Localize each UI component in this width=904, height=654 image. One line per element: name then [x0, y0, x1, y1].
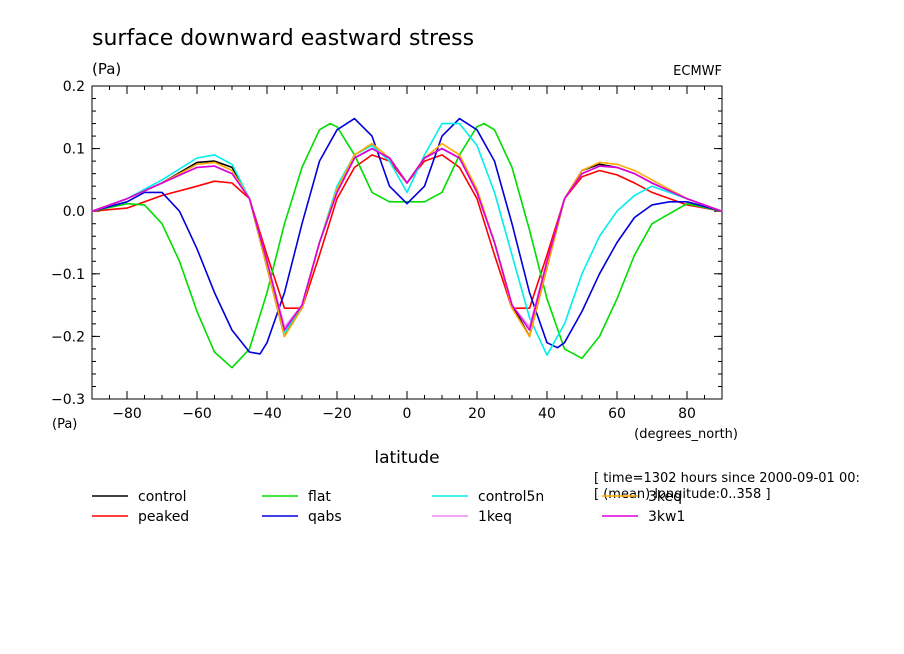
chart-title: surface downward eastward stress [92, 26, 474, 51]
series-line-peaked [91, 154, 723, 310]
x-unit-label: (degrees_north) [634, 427, 738, 442]
x-tick-label: −20 [322, 406, 352, 422]
y-tick-label: −0.3 [51, 392, 85, 408]
y-tick-label: 0.0 [63, 204, 85, 220]
x-tick-label: −40 [252, 406, 282, 422]
legend-label-3keq: 3keq [648, 489, 682, 505]
legend: control peaked flat qabs control5n 1keq 3keq 3k… [92, 489, 685, 525]
x-tick-label: 60 [608, 406, 626, 422]
note-longitude: [ (mean) longitude:0..358 ] [594, 487, 771, 502]
y-unit-label: (Pa) [92, 60, 121, 78]
y-tick-label: −0.2 [51, 329, 85, 345]
source-label: ECMWF [673, 64, 722, 79]
y-tick-label: 0.1 [63, 142, 85, 158]
legend-label-control5n: control5n [478, 489, 544, 505]
minor-ticks [91, 85, 723, 400]
y-axis: −0.3 −0.2 −0.1 0.0 0.1 0.2 [51, 79, 722, 408]
x-tick-label: 80 [678, 406, 696, 422]
series-line-control [91, 147, 723, 338]
series-layer [91, 117, 723, 369]
y-unit-bottom-label: (Pa) [52, 417, 77, 432]
series-line-1keq [91, 147, 723, 328]
series-line-flat [91, 122, 723, 369]
legend-label-3kw1: 3kw1 [648, 509, 685, 525]
legend-label-qabs: qabs [308, 509, 342, 525]
y-tick-label: −0.1 [51, 267, 85, 283]
y-tick-label: 0.2 [63, 79, 85, 95]
x-tick-label: 40 [538, 406, 556, 422]
x-tick-label: −60 [182, 406, 212, 422]
legend-label-control: control [138, 489, 187, 505]
series-line-qabs [91, 117, 723, 355]
x-tick-label: −80 [112, 406, 142, 422]
legend-label-peaked: peaked [138, 509, 189, 525]
note-time: [ time=1302 hours since 2000-09-01 00: [594, 471, 860, 486]
x-tick-label: 20 [468, 406, 486, 422]
plot-frame [91, 85, 723, 400]
x-tick-label: 0 [403, 406, 412, 422]
x-axis-label: latitude [374, 448, 439, 468]
legend-label-flat: flat [308, 489, 331, 505]
series-line-3kw1 [91, 147, 723, 331]
x-axis: −80 −60 −40 −20 0 20 40 60 80 [112, 86, 696, 422]
series-line-control5n [91, 122, 723, 357]
legend-label-1keq: 1keq [478, 509, 512, 525]
